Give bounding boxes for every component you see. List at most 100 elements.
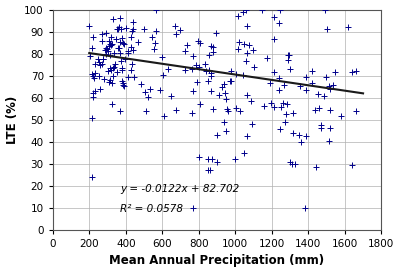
Point (285, 58, 291, 62)
Point (107, 41, 113, 46)
Point (270, 105, 277, 109)
Point (153, 29, 159, 34)
Point (128, 67, 134, 72)
Point (109, 42, 115, 46)
Point (120, 40, 126, 45)
Text: R² = 0.0578: R² = 0.0578 (120, 204, 183, 214)
Point (236, 40, 242, 44)
Point (349, 70, 355, 75)
Point (324, 27, 330, 31)
Point (111, 65, 117, 69)
X-axis label: Mean Annual Precipitation (mm): Mean Annual Precipitation (mm) (110, 254, 325, 268)
Point (268, 100, 274, 105)
Point (277, 126, 283, 131)
Point (309, 81, 315, 85)
Point (114, 70, 120, 74)
Point (142, 90, 149, 94)
Point (246, 42, 252, 47)
Point (237, 109, 243, 113)
Point (216, 93, 222, 97)
Point (117, 109, 124, 113)
Point (116, 25, 122, 29)
Point (282, 119, 289, 124)
Point (214, 133, 220, 137)
Point (103, 46, 109, 50)
Point (290, 131, 296, 135)
Point (292, 162, 298, 167)
Point (219, 84, 226, 89)
Point (151, 47, 158, 51)
Point (327, 126, 334, 130)
Point (173, 32, 179, 36)
Point (121, 42, 128, 47)
Point (128, 29, 135, 33)
Point (190, 54, 197, 58)
Point (114, 27, 120, 32)
Point (144, 95, 151, 99)
Point (120, 81, 126, 85)
Point (103, 30, 109, 35)
Point (108, 34, 114, 39)
Point (94, 57, 101, 62)
Point (221, 82, 228, 87)
Point (117, 16, 124, 20)
Point (96, 63, 103, 68)
Point (119, 36, 125, 40)
Point (287, 67, 293, 71)
Y-axis label: LTE (%): LTE (%) (6, 96, 18, 144)
Point (316, 105, 322, 110)
Point (99, 62, 105, 66)
Point (312, 108, 318, 113)
Point (315, 92, 322, 96)
Point (112, 62, 119, 66)
Point (244, 51, 250, 55)
Point (184, 43, 190, 48)
Point (92, 62, 98, 66)
Point (348, 163, 355, 167)
Point (352, 109, 359, 113)
Point (193, 63, 199, 67)
Point (167, 94, 174, 98)
Point (97, 87, 103, 91)
Point (129, 62, 136, 66)
Point (352, 69, 359, 73)
Point (138, 81, 144, 86)
Point (264, 56, 270, 60)
Point (296, 132, 302, 137)
Point (118, 59, 124, 63)
Point (89, 175, 95, 179)
Point (125, 51, 131, 55)
Point (289, 162, 295, 166)
Point (284, 102, 290, 106)
Text: y = -0.0122x + 82.702: y = -0.0122x + 82.702 (120, 184, 240, 194)
Point (228, 69, 234, 73)
Point (208, 71, 214, 75)
Point (100, 76, 107, 81)
Point (189, 111, 195, 115)
Point (302, 75, 309, 79)
Point (313, 165, 319, 170)
Point (172, 107, 179, 112)
Point (213, 160, 220, 164)
Point (248, 98, 254, 103)
Point (118, 27, 124, 32)
Point (156, 88, 163, 93)
Point (128, 45, 134, 49)
Point (276, 20, 282, 25)
Point (107, 53, 114, 58)
Point (241, 151, 248, 155)
Point (223, 129, 229, 133)
Point (124, 49, 131, 53)
Point (119, 66, 125, 70)
Point (90, 34, 97, 39)
Point (131, 75, 137, 79)
Point (113, 37, 120, 41)
Point (244, 133, 250, 138)
Point (96, 60, 102, 64)
Point (89, 115, 95, 120)
Point (119, 79, 126, 83)
Point (345, 25, 352, 29)
Point (270, 70, 277, 75)
Point (92, 71, 98, 75)
Point (251, 64, 257, 69)
